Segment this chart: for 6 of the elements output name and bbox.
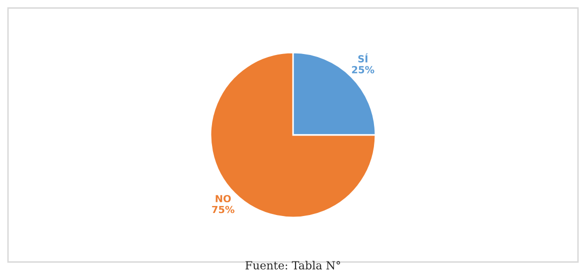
source-note: Fuente: Tabla N° <box>246 260 340 270</box>
pie-slice <box>210 52 376 218</box>
slice-label: SÍ <box>358 53 368 62</box>
slice-label: NO <box>216 194 231 202</box>
data-label: 25% <box>352 66 374 74</box>
data-label: 75% <box>212 206 234 214</box>
